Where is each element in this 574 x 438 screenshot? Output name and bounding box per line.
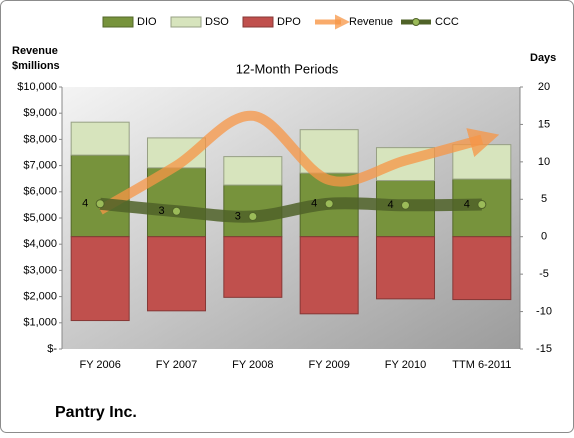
legend-swatch	[242, 16, 274, 28]
y-tick-label: $6,000	[23, 186, 57, 198]
bar	[452, 236, 512, 301]
y-tick-label: $1,000	[23, 317, 57, 329]
legend-swatch	[412, 18, 420, 26]
y-tick-label: $4,000	[23, 238, 57, 250]
y2-tick-label: -10	[536, 305, 552, 317]
legend-label: DSO	[205, 16, 229, 28]
legend-label: DPO	[277, 16, 301, 28]
y-tick-label: $-	[47, 343, 57, 355]
legend-item: DIO	[102, 16, 157, 28]
ccc-point	[248, 212, 258, 222]
bar	[375, 236, 436, 300]
footer: Pantry Inc.	[55, 404, 137, 421]
x-tick-label: FY 2008	[232, 359, 273, 371]
y2-tick-label: 20	[538, 81, 550, 93]
legend-item: DPO	[242, 16, 301, 28]
y-tick-label: $10,000	[17, 81, 57, 93]
bar	[146, 236, 207, 312]
chart-title: 12-Month Periods	[236, 61, 339, 76]
x-tick-label: FY 2006	[79, 359, 120, 371]
legend-item: DSO	[170, 16, 229, 28]
y-tick-label: $7,000	[23, 160, 57, 172]
x-tick-label: FY 2009	[308, 359, 349, 371]
x-tick-label: FY 2007	[156, 359, 197, 371]
y2-tick-label: -5	[539, 268, 549, 280]
x-tick-label: FY 2010	[385, 359, 426, 371]
data-label: 4	[464, 198, 470, 210]
bar	[223, 156, 283, 186]
y-tick-label: $3,000	[23, 264, 57, 276]
legend-swatch	[102, 16, 134, 28]
data-label: 4	[82, 198, 88, 210]
legend-label: Revenue	[349, 16, 393, 28]
y2-axis-title: Days	[530, 52, 556, 64]
plot-area	[62, 87, 520, 349]
bar	[223, 236, 283, 298]
bar	[70, 121, 130, 156]
bar	[70, 236, 130, 322]
y2-tick-label: 15	[538, 118, 550, 130]
data-label: 3	[235, 210, 241, 222]
y-tick-label: $8,000	[23, 133, 57, 145]
revenue-line	[97, 110, 500, 215]
y-tick-label: $5,000	[23, 212, 57, 224]
ccc-point	[95, 199, 105, 209]
ccc-point	[401, 200, 410, 210]
y2-tick-label: 0	[541, 231, 547, 243]
x-tick-label: TTM 6-2011	[452, 359, 511, 371]
y2-tick-label: -15	[536, 343, 552, 355]
legend-swatch	[170, 16, 202, 28]
data-label: 4	[311, 198, 317, 210]
y-axis-title: $millions	[12, 60, 60, 72]
legend-item: Revenue	[315, 14, 393, 30]
y2-tick-label: 10	[538, 156, 550, 168]
legend-item: CCC	[401, 16, 459, 28]
data-label: 4	[387, 199, 393, 211]
bar	[299, 236, 359, 315]
data-label: 3	[158, 205, 164, 217]
y-tick-label: $2,000	[23, 291, 57, 303]
legend-label: DIO	[137, 16, 157, 28]
ccc-point	[324, 199, 334, 209]
y-axis-title: Revenue	[12, 45, 58, 57]
ccc-point	[477, 200, 487, 210]
ccc-point	[172, 206, 181, 216]
ccc-line	[99, 197, 482, 223]
legend-label: CCC	[435, 16, 459, 28]
y2-tick-label: 5	[541, 193, 547, 205]
y-tick-label: $9,000	[23, 107, 57, 119]
